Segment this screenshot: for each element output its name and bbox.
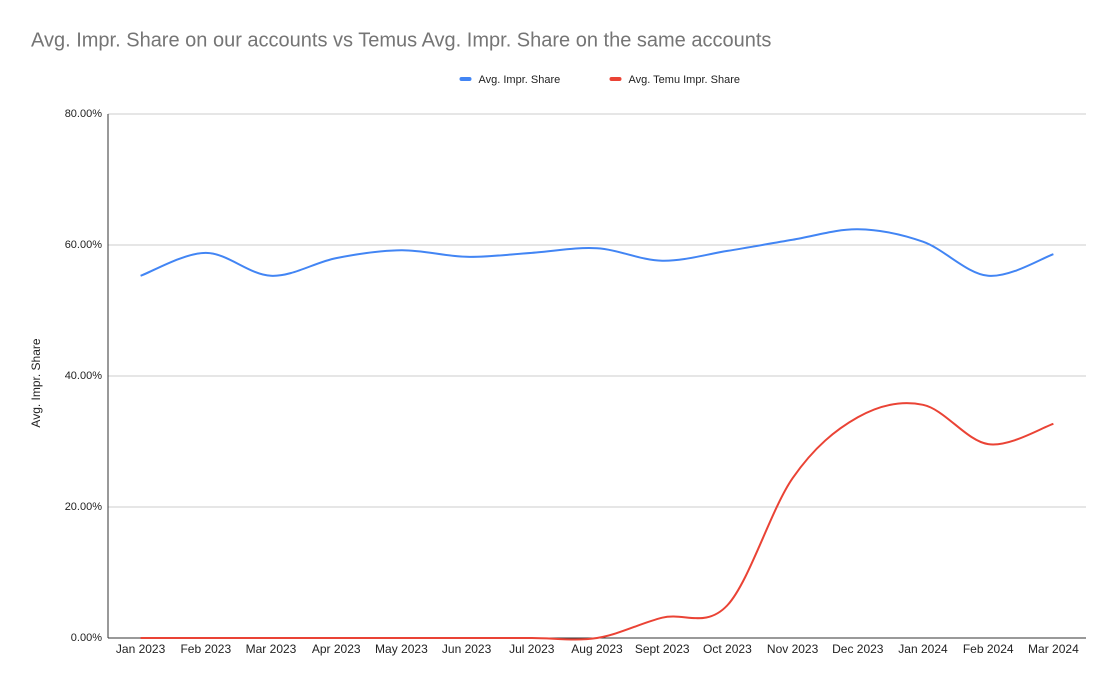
y-tick-label: 0.00% bbox=[71, 632, 102, 644]
y-tick-label: 80.00% bbox=[65, 108, 103, 120]
legend-swatch bbox=[609, 77, 622, 81]
x-tick-label: Apr 2023 bbox=[312, 642, 361, 656]
x-tick-label: Jul 2023 bbox=[509, 642, 555, 656]
x-tick-label: Oct 2023 bbox=[703, 642, 752, 656]
y-tick-label: 20.00% bbox=[65, 501, 103, 513]
series-line bbox=[140, 228, 1054, 277]
legend-label: Avg. Temu Impr. Share bbox=[629, 74, 740, 86]
x-tick-label: Mar 2024 bbox=[1028, 642, 1079, 656]
x-tick-label: Jan 2023 bbox=[116, 642, 166, 656]
legend-label: Avg. Impr. Share bbox=[479, 74, 561, 86]
y-tick-label: 60.00% bbox=[65, 239, 103, 251]
x-tick-label: Nov 2023 bbox=[767, 642, 819, 656]
x-tick-label: May 2023 bbox=[375, 642, 428, 656]
x-tick-label: Jun 2023 bbox=[442, 642, 492, 656]
series-line bbox=[140, 402, 1054, 641]
x-tick-label: Aug 2023 bbox=[571, 642, 623, 656]
x-tick-label: Jan 2024 bbox=[898, 642, 948, 656]
x-tick-label: Sept 2023 bbox=[635, 642, 690, 656]
x-tick-label: Mar 2023 bbox=[246, 642, 297, 656]
chart-title: Avg. Impr. Share on our accounts vs Temu… bbox=[31, 29, 771, 51]
y-tick-label: 40.00% bbox=[65, 370, 103, 382]
x-tick-label: Feb 2024 bbox=[963, 642, 1014, 656]
legend-swatch bbox=[459, 77, 472, 81]
x-tick-label: Dec 2023 bbox=[832, 642, 884, 656]
y-axis-title: Avg. Impr. Share bbox=[29, 338, 43, 427]
x-tick-label: Feb 2023 bbox=[180, 642, 231, 656]
